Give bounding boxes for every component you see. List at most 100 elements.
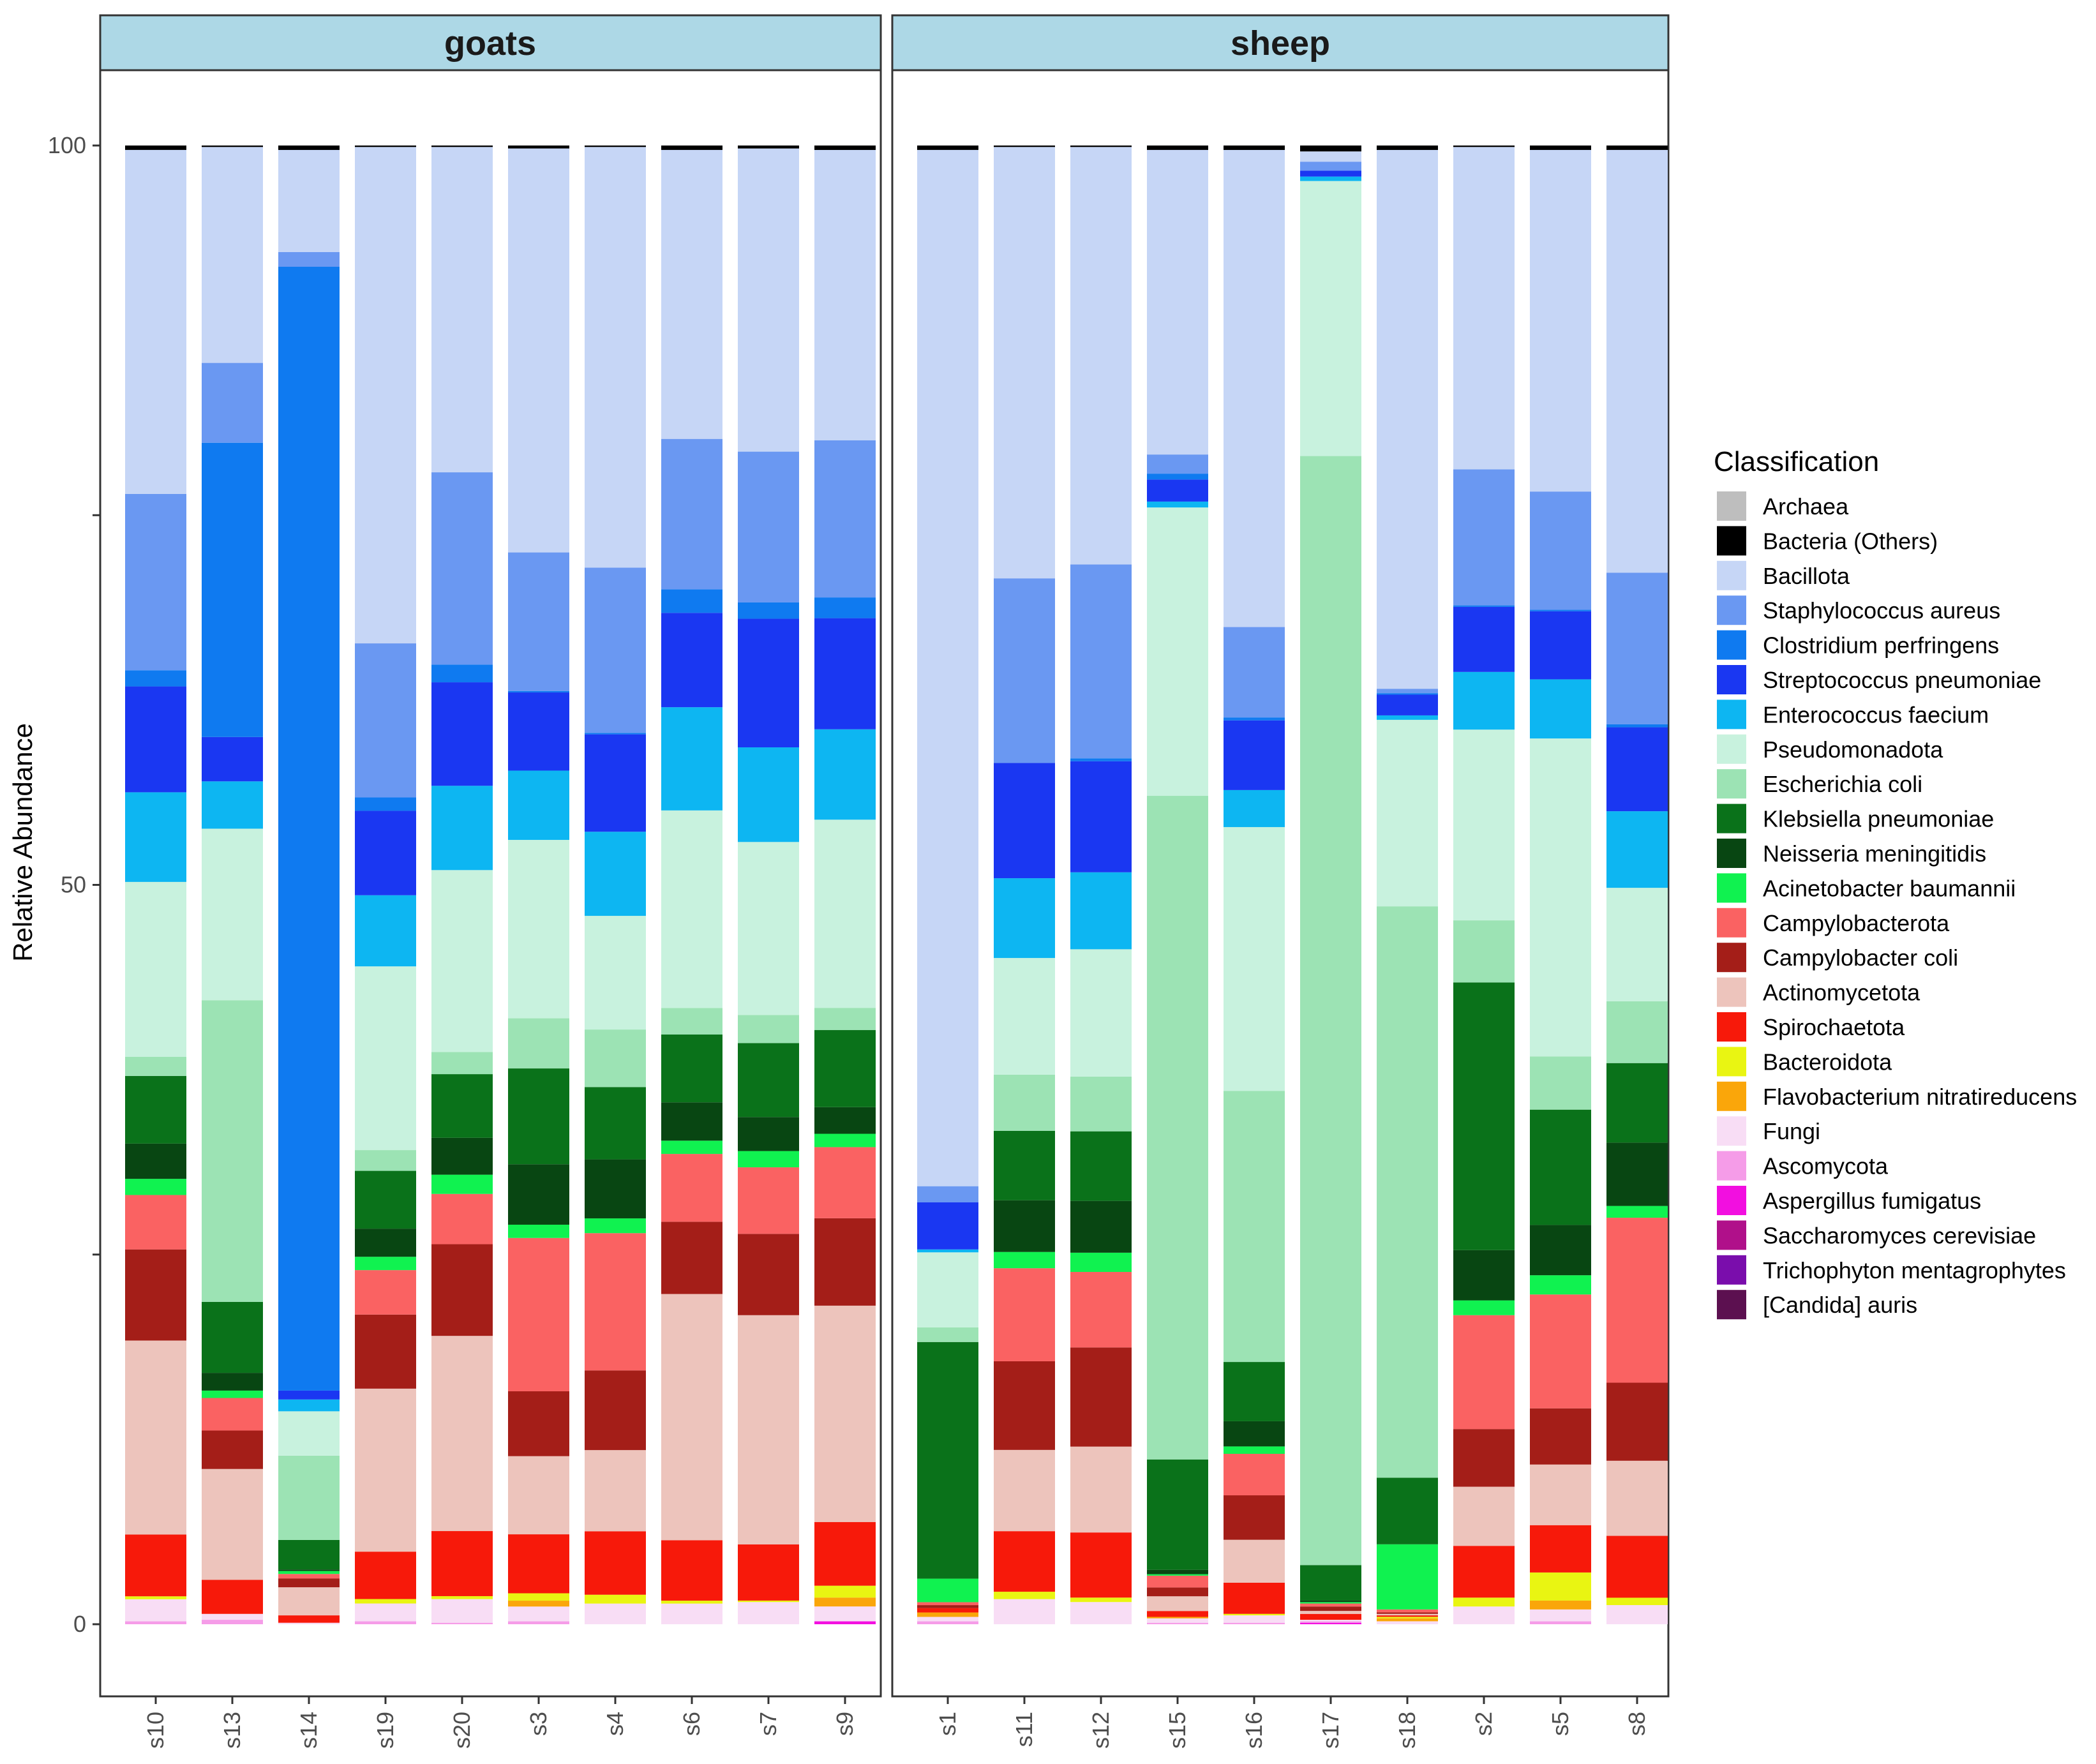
y-axis: 0 50 100 [48,132,100,1637]
bar-segment-goats-s3-pseudomonadota [508,840,569,1019]
bar-segment-goats-s20-fungi [431,1599,493,1623]
bar-segment-sheep-s8-neisseria-meningitidis [1606,1142,1668,1206]
bar-segment-sheep-s15-staphylococcus-aureus [1147,454,1208,474]
bar-segment-goats-s7-klebsiella-pneumoniae [738,1043,799,1117]
bar-segment-goats-s19-bacillota [355,147,416,644]
bar-segment-goats-s4-acinetobacter-baumannii [585,1218,646,1234]
legend-label-ascomycota: Ascomycota [1763,1153,1889,1179]
bar-segment-sheep-s1-ascomycota [917,1621,978,1624]
bar-segment-sheep-s2-bacteroidota [1453,1597,1515,1607]
bar-segment-goats-s13-ascomycota [202,1620,263,1624]
bar-segment-goats-s6-enterococcus-faecium [661,707,722,811]
bar-segment-sheep-s18-campylobacterota [1377,1609,1438,1613]
bar-segment-sheep-s18-campylobacter-coli [1377,1612,1438,1614]
bar-segment-goats-s20-streptococcus-pneumoniae [431,682,493,786]
bar-segment-goats-s20-neisseria-meningitidis [431,1137,493,1175]
bar-segment-sheep-s1-streptococcus-pneumoniae [917,1202,978,1250]
bar-segment-goats-s7-pseudomonadota [738,842,799,1015]
bar-segment-sheep-s16-acinetobacter-baumannii [1224,1446,1285,1454]
bar-segment-goats-s3-acinetobacter-baumannii [508,1224,569,1238]
bar-segment-goats-s4-campylobacter-coli [585,1370,646,1451]
bar-segment-goats-s13-campylobacterota [202,1398,263,1431]
bar-segment-sheep-s5-bacteroidota [1530,1572,1591,1601]
bar-segment-goats-s3-spirochaetota [508,1534,569,1594]
bar-segment-sheep-s12-bacillota [1070,147,1132,565]
bar-segment-sheep-s1-bacillota [917,149,978,1186]
legend: Classification Archaea Bacteria (Others) B… [1714,446,2077,1320]
legend-swatch-fungi [1717,1116,1746,1146]
bar-segment-goats-s6-bacteroidota [661,1601,722,1604]
legend-swatch-staphylococcus-aureus [1717,595,1746,625]
legend-swatch-campylobacter-coli [1717,943,1746,973]
bar-segment-sheep-s11-pseudomonadota [994,958,1055,1075]
legend-swatch-campylobacterota [1717,908,1746,938]
bar-segment-goats-s4-pseudomonadota [585,916,646,1030]
x-tick-label-s6: s6 [678,1712,705,1736]
bar-segment-goats-s3-fungi [508,1606,569,1622]
bar-segment-sheep-s5-spirochaetota [1530,1525,1591,1573]
bar-segment-goats-s9-staphylococcus-aureus [814,440,876,598]
bar-segment-goats-s9-flavobacterium-nitratireducens [814,1597,876,1607]
bar-segment-sheep-s8-acinetobacter-baumannii [1606,1206,1668,1218]
bar-segment-goats-s7-neisseria-meningitidis [738,1117,799,1151]
bar-segment-goats-s13-neisseria-meningitidis [202,1373,263,1391]
bar-segment-sheep-s12-acinetobacter-baumannii [1070,1252,1132,1273]
bar-segment-goats-s7-campylobacterota [738,1167,799,1234]
bar-segment-goats-s3-enterococcus-faecium [508,770,569,841]
bar-segment-goats-s14-neisseria-meningitidis [278,1569,340,1571]
bar-segment-sheep-s15-neisseria-meningitidis [1147,1569,1208,1574]
bar-segment-sheep-s17-actinomycetota [1300,1611,1361,1614]
bar-segment-sheep-s11-enterococcus-faecium [994,878,1055,959]
bar-segment-goats-s20-staphylococcus-aureus [431,472,493,665]
bar-segment-goats-s6-streptococcus-pneumoniae [661,613,722,708]
bar-segment-sheep-s5-enterococcus-faecium [1530,679,1591,739]
x-tick-label-s15: s15 [1164,1712,1190,1749]
bar-segment-sheep-s5-flavobacterium-nitratireducens [1530,1600,1591,1610]
bar-segment-goats-s6-clostridium-perfringens [661,589,722,613]
bar-segment-goats-s9-fungi [814,1606,876,1622]
bar-segment-sheep-s11-campylobacter-coli [994,1361,1055,1450]
bar-segment-sheep-s8-bacteria-others [1606,146,1668,150]
bar-segment-sheep-s15-acinetobacter-baumannii [1147,1574,1208,1576]
bar-segment-sheep-s8-clostridium-perfringens [1606,724,1668,728]
bar-segment-goats-s19-pseudomonadota [355,966,416,1151]
legend-label-actinomycetota: Actinomycetota [1763,980,1920,1006]
bar-segment-goats-s4-campylobacterota [585,1233,646,1371]
bar-segment-goats-s20-actinomycetota [431,1336,493,1532]
x-tick-label-s19: s19 [372,1712,398,1749]
bar-segment-sheep-s18-fungi [1377,1621,1438,1624]
bar-segment-sheep-s11-spirochaetota [994,1531,1055,1592]
bar-segment-goats-s7-actinomycetota [738,1315,799,1544]
bar-segment-goats-s3-neisseria-meningitidis [508,1164,569,1225]
bar-segment-sheep-s17-staphylococcus-aureus [1300,161,1361,171]
bar-segment-goats-s7-bacteria-others [738,146,799,149]
legend-label-campylobacterota: Campylobacterota [1763,910,1950,936]
bar-segment-goats-s4-actinomycetota [585,1450,646,1532]
bar-segment-goats-s10-ascomycota [125,1621,186,1624]
x-tick-label-s11: s11 [1011,1712,1037,1747]
bar-segment-goats-s19-campylobacter-coli [355,1314,416,1389]
x-tick-label-s16: s16 [1241,1712,1267,1749]
bar-segment-sheep-s18-flavobacterium-nitratireducens [1377,1618,1438,1622]
bar-segment-sheep-s12-enterococcus-faecium [1070,872,1132,950]
bar-segment-sheep-s1-spirochaetota [917,1608,978,1613]
bar-segment-goats-s13-bacteria-others [202,146,263,147]
bar-segment-goats-s13-fungi [202,1613,263,1620]
bar-segment-sheep-s16-streptococcus-pneumoniae [1224,720,1285,790]
bar-segment-sheep-s1-bacteria-others [917,146,978,150]
bar-segment-sheep-s15-clostridium-perfringens [1147,474,1208,480]
bar-segment-sheep-s15-flavobacterium-nitratireducens [1147,1617,1208,1618]
bar-segment-sheep-s2-escherichia-coli [1453,920,1515,983]
bar-segment-goats-s9-bacteroidota [814,1585,876,1598]
bar-segment-goats-s4-staphylococcus-aureus [585,567,646,733]
bar-segment-goats-s13-spirochaetota [202,1580,263,1614]
bar-segment-sheep-s1-acinetobacter-baumannii [917,1578,978,1603]
bar-segment-sheep-s5-campylobacter-coli [1530,1408,1591,1465]
bar-segment-sheep-s5-ascomycota [1530,1621,1591,1624]
facet-strip-sheep [891,14,1670,71]
bar-segment-goats-s10-pseudomonadota [125,881,186,1057]
bar-segment-sheep-s15-campylobacter-coli [1147,1587,1208,1597]
bar-segment-sheep-s16-campylobacter-coli [1224,1495,1285,1540]
bar-segment-goats-s9-bacillota [814,149,876,441]
